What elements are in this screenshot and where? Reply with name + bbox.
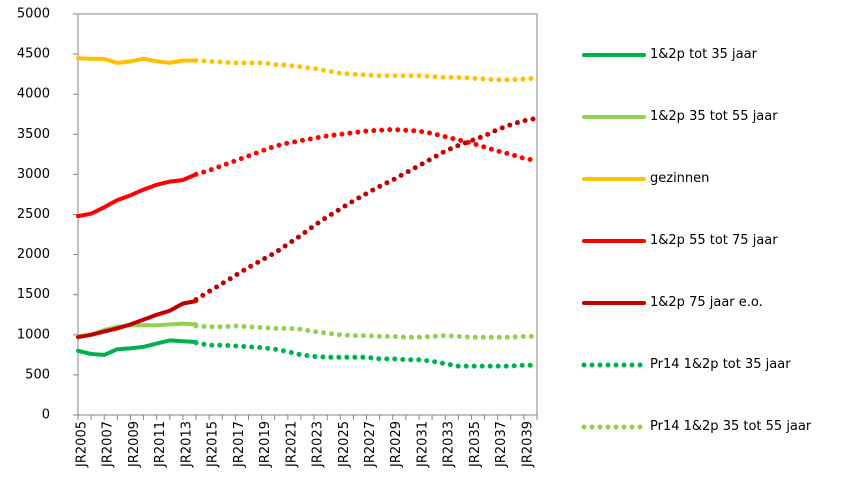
x-tick-label: JR2023: [311, 421, 326, 468]
series-line: [193, 323, 540, 340]
legend-label: Pr14 1&2p tot 35 jaar: [650, 357, 791, 372]
y-tick-label: 2500: [17, 207, 50, 222]
legend-label: gezinnen: [650, 171, 710, 186]
x-tick-label: JR2031: [415, 421, 430, 468]
x-tick-label: JR2009: [127, 421, 142, 468]
legend-label: 1&2p tot 35 jaar: [650, 47, 757, 62]
y-tick-label: 3500: [17, 127, 50, 142]
legend-label: 1&2p 35 tot 55 jaar: [650, 109, 778, 124]
y-tick-label: 0: [42, 408, 50, 423]
y-tick-label: 2000: [17, 247, 50, 262]
series-line: [193, 340, 540, 369]
x-tick-label: JR2033: [442, 421, 457, 468]
x-tick-label: JR2021: [284, 421, 299, 468]
series-line: [193, 126, 540, 177]
series-line: [76, 172, 198, 219]
x-tick-label: JR2025: [337, 421, 352, 468]
x-tick-label: JR2029: [389, 421, 404, 468]
y-tick-label: 4000: [17, 87, 50, 102]
x-tick-label: JR2039: [520, 421, 535, 468]
legend-label: Pr14 1&2p 35 tot 55 jaar: [650, 419, 812, 434]
x-tick-label: JR2005: [75, 421, 90, 468]
series-line: [76, 338, 198, 357]
legend-label: 1&2p 55 tot 75 jaar: [650, 233, 778, 248]
series-line: [76, 56, 198, 65]
y-tick-label: 3000: [17, 167, 50, 182]
y-tick-label: 5000: [17, 7, 50, 22]
y-tick-label: 500: [25, 367, 50, 382]
x-tick-label: JR2037: [494, 421, 509, 468]
series-line: [193, 58, 540, 83]
legend-label: 1&2p 75 jaar e.o.: [650, 295, 763, 310]
x-tick-label: JR2011: [153, 421, 168, 468]
y-tick-label: 4500: [17, 47, 50, 62]
x-tick-label: JR2007: [101, 421, 116, 468]
x-tick-label: JR2027: [363, 421, 378, 468]
x-tick-label: JR2015: [206, 421, 221, 468]
x-tick-label: JR2035: [468, 421, 483, 468]
y-tick-label: 1000: [17, 327, 50, 342]
x-tick-label: JR2013: [179, 421, 194, 468]
x-tick-label: JR2019: [258, 421, 273, 468]
series-line: [193, 115, 540, 302]
y-tick-label: 1500: [17, 287, 50, 302]
series-line: [76, 299, 198, 340]
x-tick-label: JR2017: [232, 421, 247, 468]
